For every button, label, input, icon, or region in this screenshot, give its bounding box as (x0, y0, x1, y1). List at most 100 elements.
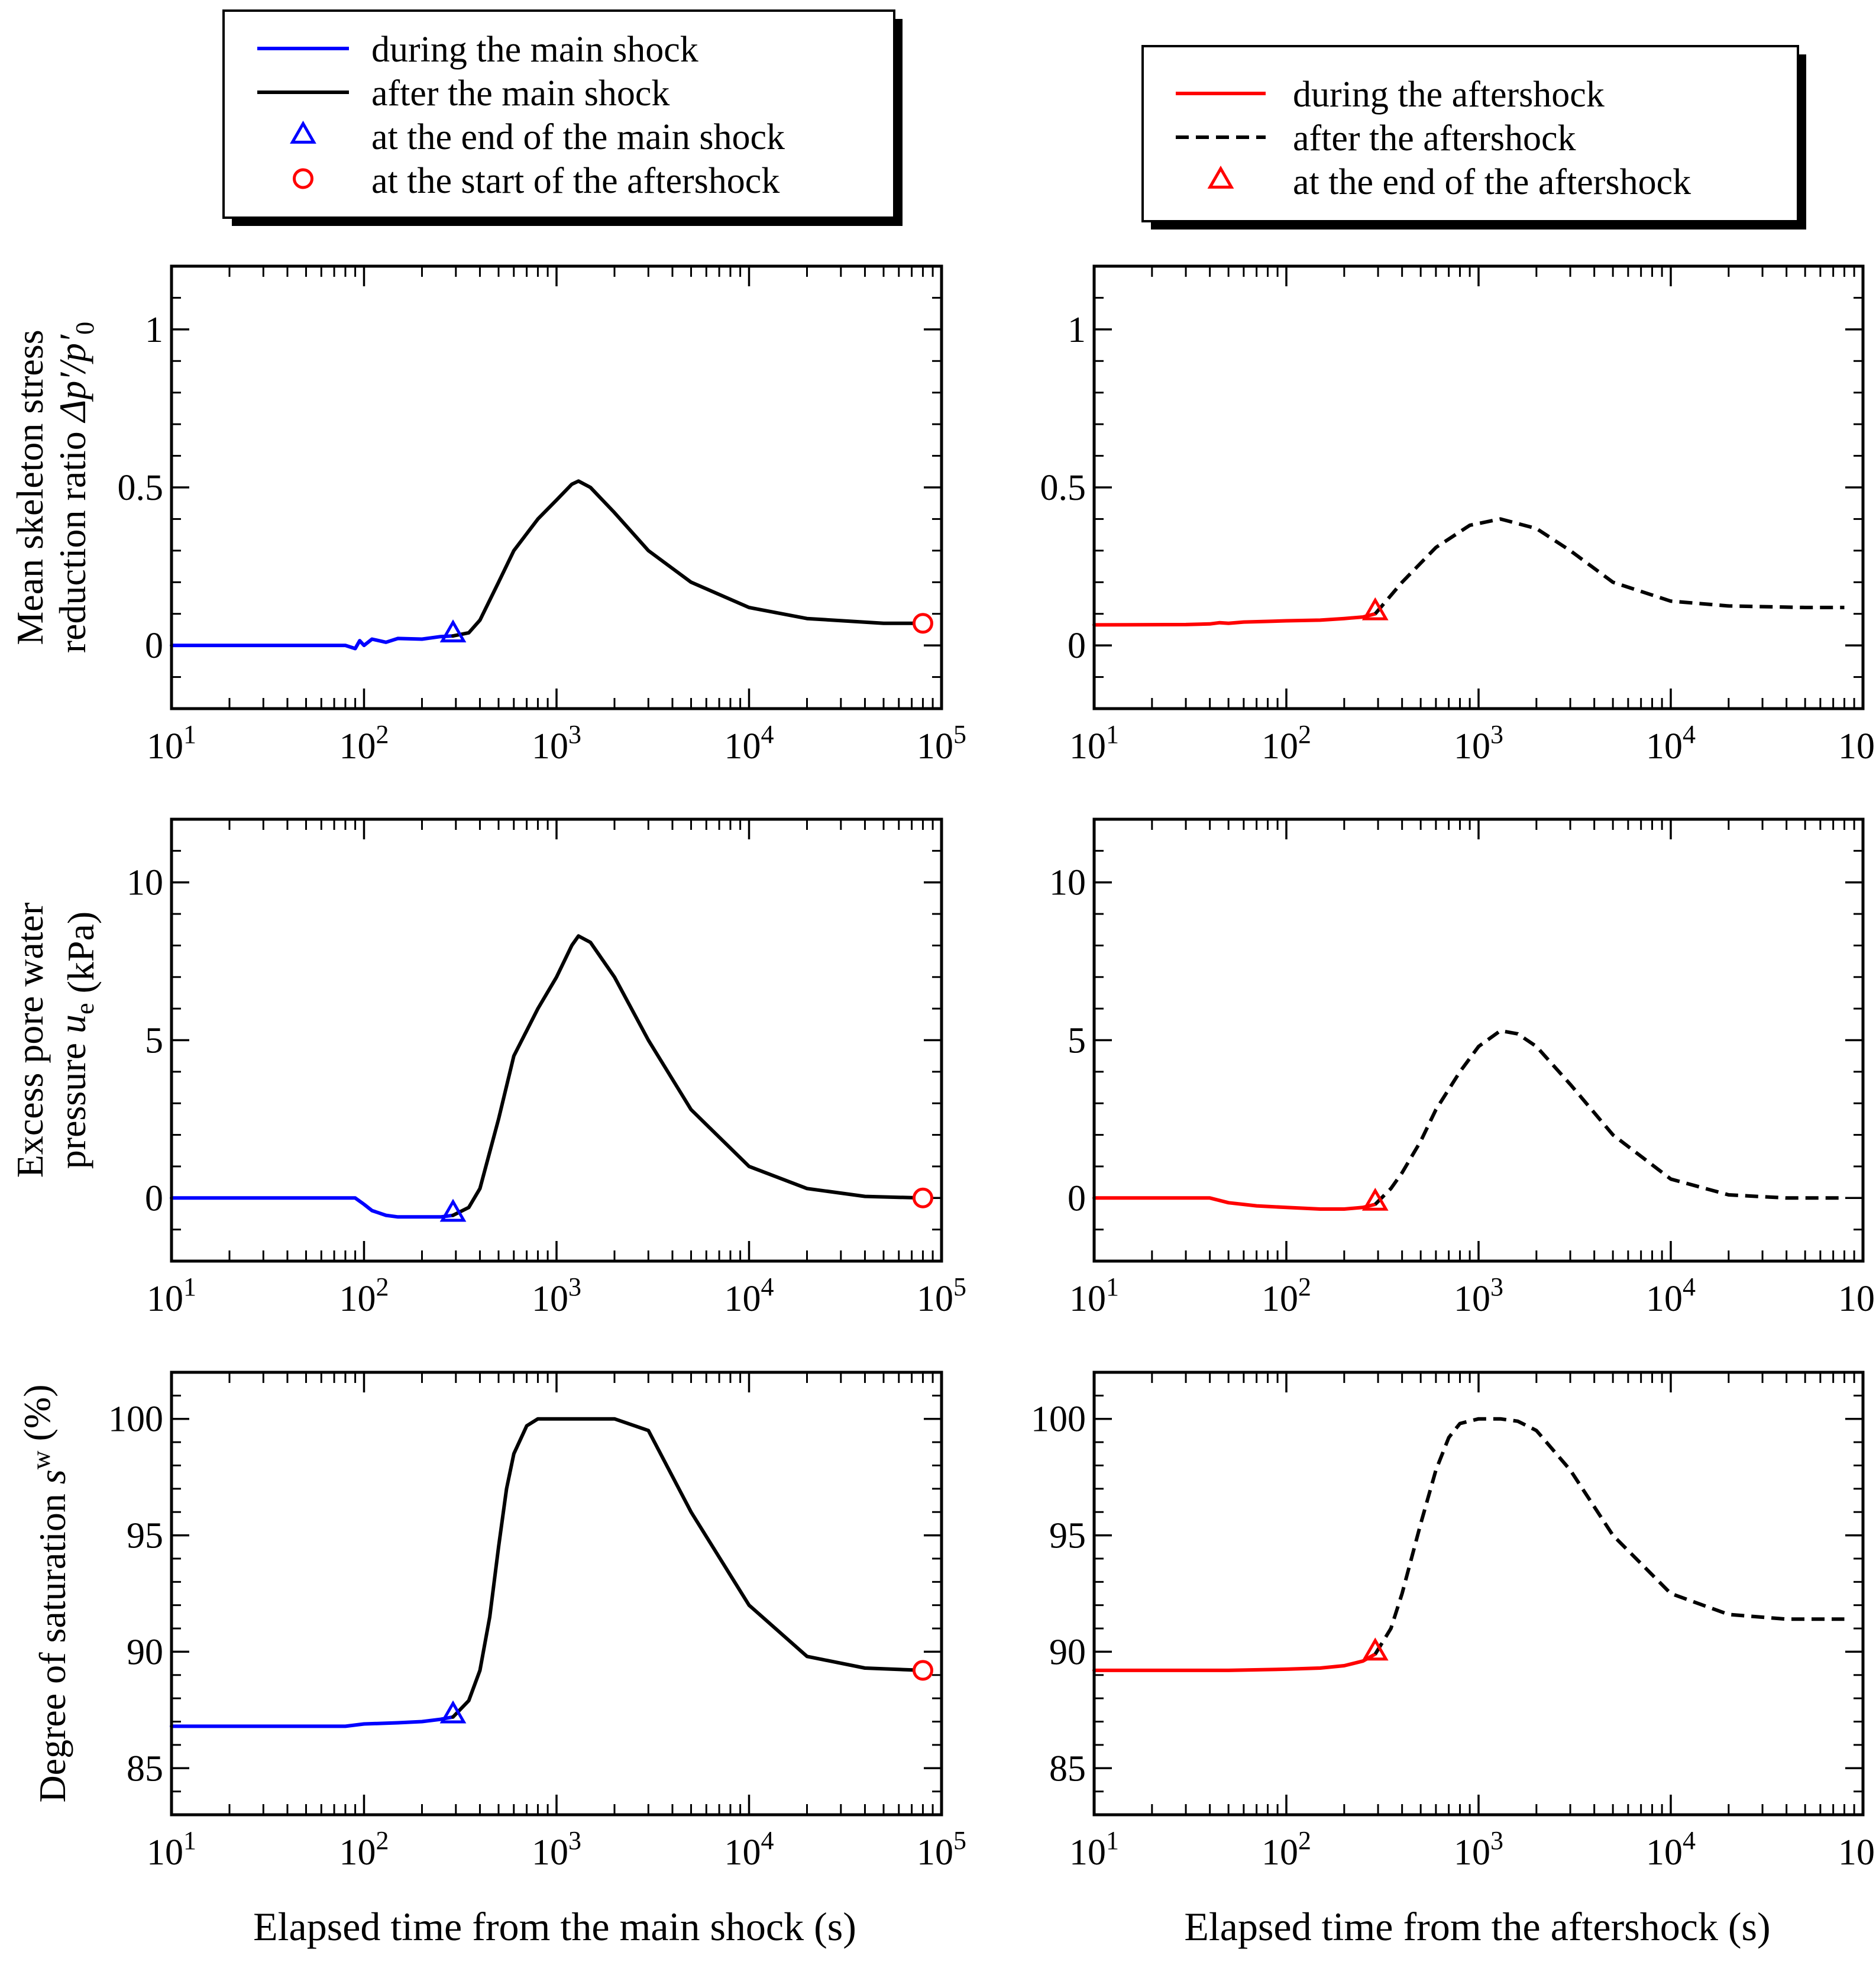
plot-frame (1092, 817, 1865, 1263)
series-line-during-the-aftershock (1092, 1196, 1377, 1211)
x-tick-label-base: 10 (1454, 726, 1490, 767)
x-tick-label: 101 (147, 1272, 196, 1319)
x-tick-label-base: 10 (532, 726, 568, 767)
legend-triangle-marker-at-the-end-of-the-main-shock (290, 120, 316, 144)
x-tick-label: 104 (1646, 1272, 1696, 1319)
legend-label-after-the-main-shock: after the main shock (371, 73, 669, 114)
x-tick-label: 103 (1454, 1272, 1503, 1319)
x-tick-label-exponent: 5 (953, 720, 966, 749)
x-tick-label-exponent: 3 (568, 720, 581, 749)
x-tick-label-exponent: 3 (568, 1826, 581, 1855)
y-axis-label-part: 0 (70, 322, 99, 335)
y-axis-label-part: e (70, 1003, 99, 1014)
x-tick-label-base: 10 (917, 1833, 953, 1873)
y-axis-label-1: Mean skeleton stress reduction ratio Δp′/… (9, 322, 99, 653)
y-axis-label-line: reduction ratio Δp′/p′0 (51, 322, 99, 653)
x-tick-label-base: 10 (724, 1279, 761, 1319)
x-tick-label-base: 10 (1069, 726, 1106, 767)
y-tick-label: 10 (127, 863, 163, 903)
x-tick-label-base: 10 (1454, 1833, 1490, 1873)
x-tick-label-exponent: 5 (1875, 1826, 1876, 1855)
x-tick-label-base: 10 (532, 1833, 568, 1873)
x-tick-label-exponent: 1 (183, 720, 196, 749)
x-tick-label-base: 10 (1262, 1279, 1298, 1319)
y-tick-label: 95 (127, 1516, 163, 1556)
x-tick-label-base: 10 (1069, 1279, 1106, 1319)
circle-marker-at-the-start-of-the-aftershock (912, 1660, 933, 1681)
x-tick-label-exponent: 1 (1106, 1272, 1119, 1301)
y-axis-labels: Mean skeleton stress reduction ratio Δp′/… (9, 322, 102, 1803)
y-axis-label-part: Mean skeleton stress (9, 329, 51, 645)
x-tick-label: 105 (1838, 1826, 1876, 1873)
triangle-marker-at-the-end-of-the-main-shock (439, 1700, 467, 1724)
plot-frame (1092, 264, 1865, 710)
y-tick-label: 90 (1049, 1632, 1086, 1672)
x-tick-label: 105 (1838, 720, 1876, 767)
x-tick-label: 105 (917, 1826, 966, 1873)
triangle-marker-at-the-end-of-the-aftershock (1361, 1637, 1389, 1661)
x-tick-label-exponent: 5 (1875, 720, 1876, 749)
y-axis-label-2: Excess pore water pressure ue (kPa) (9, 903, 102, 1178)
x-tick-label: 101 (147, 1826, 196, 1873)
series-line-after-the-main-shock (451, 479, 925, 638)
y-tick-label: 0 (145, 1178, 163, 1219)
x-tick-label-exponent: 4 (1683, 1826, 1696, 1855)
plot-frame (170, 264, 943, 710)
x-tick-label: 101 (147, 720, 196, 767)
y-axis-label-line: Excess pore water (9, 903, 51, 1178)
series-line-after-the-aftershock (1374, 517, 1845, 615)
x-tick-label-exponent: 2 (1298, 720, 1311, 749)
y-tick-label: 1 (1068, 310, 1086, 350)
x-tick-label-base: 10 (339, 726, 376, 767)
legend-box (1141, 45, 1799, 222)
x-tick-label-exponent: 2 (1298, 1272, 1311, 1301)
plot-frame (170, 817, 943, 1263)
y-tick-label: 95 (1049, 1516, 1086, 1556)
x-tick-label: 102 (339, 720, 389, 767)
x-tick-label: 105 (917, 720, 966, 767)
x-tick-label-exponent: 4 (761, 1826, 774, 1855)
y-axis-label-part: reduction ratio (51, 422, 93, 653)
x-tick-label: 104 (724, 1826, 774, 1873)
y-axis-label-3: Degree of saturation sw (%) (16, 1384, 73, 1802)
legend-label-during-the-main-shock: during the main shock (371, 30, 698, 70)
y-axis-label-part: w (27, 1450, 56, 1469)
triangle-marker-at-the-end-of-the-aftershock (1361, 597, 1389, 620)
y-tick-label: 100 (108, 1400, 163, 1440)
x-tick-label: 105 (917, 1272, 966, 1319)
legend-label-during-the-aftershock: during the aftershock (1293, 75, 1605, 115)
x-tick-label: 103 (532, 1826, 581, 1873)
y-axis-label-part: Degree of saturation (31, 1484, 73, 1802)
x-tick-label-exponent: 3 (568, 1272, 581, 1301)
plot-frame (170, 1371, 943, 1817)
x-tick-label-base: 10 (1838, 1833, 1875, 1873)
x-tick-label-base: 10 (1262, 726, 1298, 767)
y-axis-label-part: (%) (16, 1384, 58, 1450)
x-tick-label-base: 10 (1838, 726, 1875, 767)
x-tick-label: 102 (1262, 1272, 1311, 1319)
x-tick-label-base: 10 (724, 1833, 761, 1873)
x-tick-label: 101 (1069, 720, 1119, 767)
x-tick-label-base: 10 (147, 726, 183, 767)
series-line-during-the-main-shock (170, 1715, 455, 1728)
y-axis-label-part: u (51, 1014, 93, 1033)
y-axis-label-part: pressure (51, 1033, 93, 1169)
y-axis-label-part: Δp′/p′ (51, 334, 93, 424)
x-tick-label: 104 (1646, 1826, 1696, 1873)
x-tick-label-exponent: 5 (953, 1826, 966, 1855)
series-line-during-the-main-shock (170, 634, 455, 651)
x-tick-label: 102 (339, 1826, 389, 1873)
x-tick-label-exponent: 4 (1683, 1272, 1696, 1301)
series-line-after-the-aftershock (1373, 1417, 1845, 1655)
chart-panels: 10110210310410500.5110110210310410500.51… (108, 264, 1876, 1873)
x-tick-label-exponent: 2 (376, 1272, 389, 1301)
triangle-marker-at-the-end-of-the-main-shock (439, 619, 467, 642)
x-tick-label: 101 (1069, 1272, 1119, 1319)
legend-label-at-the-start-of-the-aftershock: at the start of the aftershock (371, 161, 779, 201)
